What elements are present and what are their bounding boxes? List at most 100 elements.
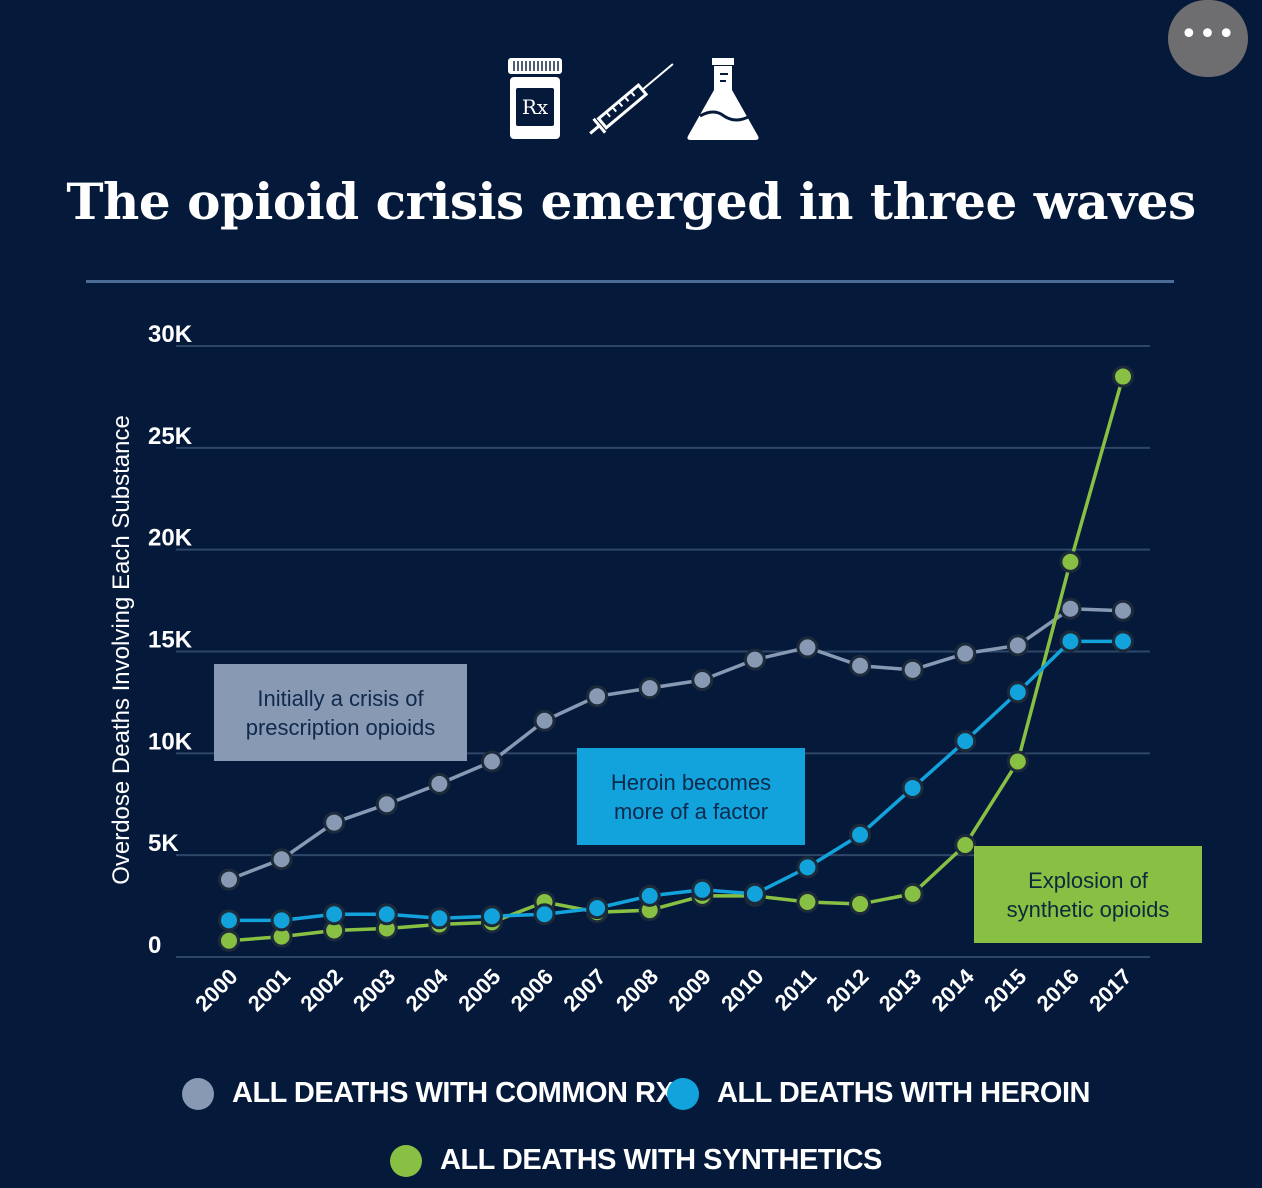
data-point-heroin xyxy=(428,907,451,930)
x-tick-labels: 2000 2001 2002 2003 2004 2005 2006 2007 2008 2009… xyxy=(190,963,1136,1016)
data-point-rx xyxy=(954,642,977,665)
data-point-rx xyxy=(796,636,819,659)
data-point-heroin xyxy=(1112,630,1134,653)
data-point-rx xyxy=(1112,599,1134,622)
y-tick-label: 20K xyxy=(148,525,193,552)
annotation-text: Initially a crisis of xyxy=(257,685,424,711)
data-point-heroin xyxy=(691,878,714,901)
data-point-heroin xyxy=(270,909,293,932)
legend-label-synthetics: ALL DEATHS WITH SYNTHETICS xyxy=(440,1144,882,1176)
data-point-heroin xyxy=(1006,681,1029,704)
legend-swatch-synthetics xyxy=(390,1144,422,1177)
data-point-heroin xyxy=(1059,630,1082,653)
data-point-rx xyxy=(323,811,346,834)
annotation-box-synthetics: Explosion of synthetic opioids xyxy=(974,846,1202,943)
data-point-heroin xyxy=(533,903,556,926)
title-divider xyxy=(86,280,1174,283)
data-point-heroin xyxy=(849,823,872,846)
series-lines xyxy=(218,365,1134,952)
data-point-rx xyxy=(743,648,766,671)
data-point-heroin xyxy=(901,776,924,799)
series-heroin xyxy=(218,630,1134,932)
data-point-heroin xyxy=(323,903,346,926)
page-title: The opioid crisis emerged in three waves xyxy=(66,172,1196,231)
data-point-rx xyxy=(480,750,503,773)
data-point-heroin xyxy=(586,897,609,920)
data-point-rx xyxy=(691,669,714,692)
syringe-icon xyxy=(589,63,674,135)
data-point-synthetics xyxy=(1112,365,1134,388)
y-tick-label: 10K xyxy=(148,728,193,755)
legend-item-synthetics: ALL DEATHS WITH SYNTHETICS xyxy=(390,1144,882,1177)
data-point-synthetics xyxy=(901,882,924,905)
data-point-synthetics xyxy=(1006,750,1029,773)
x-tick-label: 2016 xyxy=(1032,964,1084,1016)
x-tick-label: 2007 xyxy=(558,964,610,1016)
data-point-heroin xyxy=(954,730,977,753)
y-tick-label: 15K xyxy=(148,627,193,654)
data-point-rx xyxy=(1059,597,1082,620)
more-options-button[interactable]: ••• xyxy=(1168,0,1248,77)
annotation-box-rx: Initially a crisis of prescription opioid… xyxy=(214,664,467,761)
x-tick-label: 2005 xyxy=(453,964,505,1016)
data-point-heroin xyxy=(638,884,661,907)
data-point-synthetics xyxy=(954,833,977,856)
data-point-rx xyxy=(428,772,451,795)
legend-swatch-rx xyxy=(182,1077,214,1110)
rx-label: Rx xyxy=(522,95,549,119)
x-tick-label: 2002 xyxy=(295,964,347,1016)
data-point-synthetics xyxy=(218,929,240,952)
x-tick-label: 2014 xyxy=(926,963,979,1016)
legend-item-heroin: ALL DEATHS WITH HEROIN xyxy=(667,1077,1090,1110)
prescription-bottle-icon: Rx xyxy=(508,58,562,139)
x-tick-label: 2009 xyxy=(664,964,716,1016)
x-tick-label: 2004 xyxy=(401,963,454,1016)
annotation-text: more of a factor xyxy=(613,798,769,824)
annotation-box-heroin: Heroin becomes more of a factor xyxy=(577,748,805,845)
x-tick-label: 2001 xyxy=(243,964,295,1016)
data-point-synthetics xyxy=(849,893,872,916)
data-point-synthetics xyxy=(796,891,819,914)
legend-label-rx: ALL DEATHS WITH COMMON RX xyxy=(232,1077,675,1109)
y-tick-labels: 0 5K 10K 15K 20K 25K 30K xyxy=(148,321,193,959)
data-point-rx xyxy=(218,868,240,891)
data-point-rx xyxy=(1006,634,1029,657)
x-tick-label: 2010 xyxy=(716,964,768,1016)
y-axis-label: Overdose Deaths Involving Each Substance xyxy=(108,415,135,885)
y-tick-label: 25K xyxy=(148,423,193,450)
data-point-rx xyxy=(638,677,661,700)
x-tick-label: 2011 xyxy=(770,964,821,1015)
legend-label-heroin: ALL DEATHS WITH HEROIN xyxy=(717,1077,1090,1109)
flask-icon xyxy=(687,58,759,140)
data-point-heroin xyxy=(796,856,819,879)
data-point-heroin xyxy=(743,882,766,905)
data-point-rx xyxy=(533,709,556,732)
data-point-heroin xyxy=(480,905,503,928)
data-point-synthetics xyxy=(1059,550,1082,573)
annotation-text: Heroin becomes xyxy=(610,769,772,795)
x-tick-label: 2003 xyxy=(348,964,400,1016)
series-rx xyxy=(218,597,1134,891)
x-tick-label: 2017 xyxy=(1084,964,1136,1016)
x-tick-label: 2008 xyxy=(611,964,663,1016)
data-point-rx xyxy=(586,685,609,708)
x-tick-label: 2012 xyxy=(821,964,873,1016)
legend-swatch-heroin xyxy=(667,1077,699,1110)
x-tick-label: 2015 xyxy=(979,964,1031,1016)
data-point-rx xyxy=(270,848,293,871)
x-tick-label: 2000 xyxy=(190,964,242,1016)
annotation-text: Explosion of xyxy=(1028,867,1148,893)
data-point-rx xyxy=(375,793,398,816)
data-point-rx xyxy=(849,654,872,677)
legend-item-common-rx: ALL DEATHS WITH COMMON RX xyxy=(182,1077,675,1110)
x-tick-label: 2006 xyxy=(506,964,558,1016)
y-tick-label: 0 xyxy=(148,932,161,959)
header-icons: Rx xyxy=(508,58,759,140)
y-tick-label: 5K xyxy=(148,830,179,857)
data-point-heroin xyxy=(218,909,240,932)
y-tick-label: 30K xyxy=(148,321,193,348)
annotation-text: synthetic opioids xyxy=(1006,896,1170,922)
x-tick-label: 2013 xyxy=(874,964,926,1016)
annotation-text: prescription opioids xyxy=(245,714,436,740)
